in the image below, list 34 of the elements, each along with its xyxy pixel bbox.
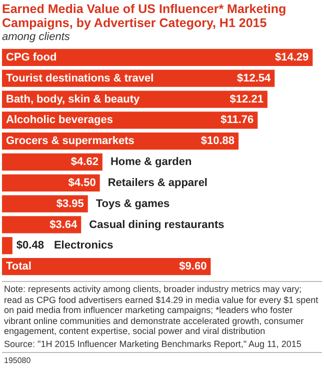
data-label: $12.21 [230, 93, 264, 106]
data-label: $14.29 [275, 51, 309, 64]
bar [2, 195, 88, 212]
data-label: $0.48 [16, 240, 44, 252]
y-tick-label: Bath, body, skin & beauty [6, 93, 141, 106]
y-tick-label: CPG food [6, 51, 57, 64]
bar [2, 153, 102, 171]
data-label: $4.62 [70, 156, 98, 168]
y-tick-label: Grocers & supermarkets [6, 135, 134, 148]
y-tick-label: Home & garden [110, 156, 192, 168]
chart-title: Earned Media Value of US Influencer* Marketing Campaigns, by Advertiser Category, H1 2015 [1, 1, 288, 30]
y-tick-label: Alcoholic beverages [6, 114, 113, 126]
data-label: $10.88 [200, 135, 235, 148]
chart-subtitle: among clients [1, 30, 71, 43]
data-label: $3.95 [56, 198, 84, 210]
bar [2, 258, 211, 276]
data-label: $9.60 [179, 260, 207, 273]
text: 195080 [2, 352, 322, 365]
data-label: $3.64 [50, 218, 78, 231]
y-tick-label: Toys & games [96, 198, 170, 210]
y-tick-label: Casual dining restaurants [89, 218, 224, 231]
y-tick-label: Tourist destinations & travel [6, 72, 154, 84]
data-label: $12.54 [236, 72, 272, 84]
y-tick-label: Total [6, 260, 32, 273]
bar [2, 237, 12, 254]
data-label: $4.50 [68, 176, 96, 189]
bar [2, 216, 82, 234]
source-note: Source: "1H 2015 Influencer Marketing Benchmarks Report," Aug 11, 2015 [4, 338, 302, 349]
data-label: $11.76 [220, 114, 254, 126]
y-tick-label: Retailers & apparel [108, 176, 208, 189]
y-tick-label: Electronics [54, 240, 114, 252]
bar [2, 48, 313, 66]
bar [2, 174, 100, 192]
text: Note: represents activity among clients, broader industry metrics may vary; read as CPG food advertisers earned $14.29 in media value for every $1 spent on paid media from influencer marketing campaigns; *leaders who foster vibrant online communities and demonstrate accelerated growth, consumer engagement, content expertise, social power and viral distribution [4, 284, 320, 336]
